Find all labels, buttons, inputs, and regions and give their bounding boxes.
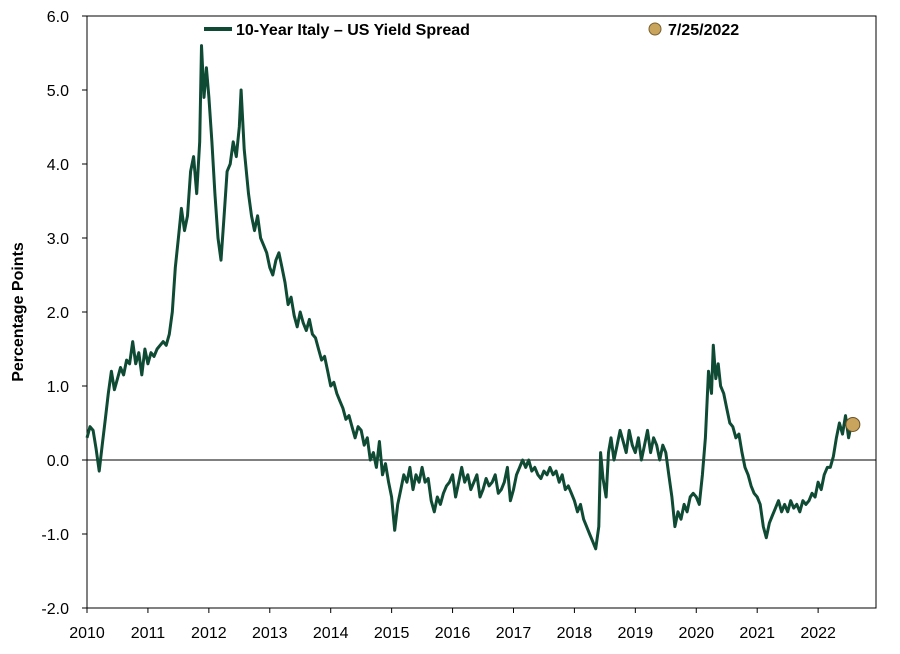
legend-series-label: 10-Year Italy – US Yield Spread [236, 22, 470, 39]
x-tick-label: 2016 [435, 625, 471, 642]
series-line [85, 44, 854, 551]
x-tick-label: 2020 [678, 625, 714, 642]
x-tick-label: 2019 [618, 625, 654, 642]
y-tick-label: 5.0 [47, 83, 69, 100]
y-tick-label: 0.0 [47, 453, 69, 470]
y-tick-label: 6.0 [47, 9, 69, 26]
highlight-point [845, 416, 861, 432]
x-tick-label: 2021 [739, 625, 775, 642]
x-tick-label: 2010 [69, 625, 105, 642]
legend: 10-Year Italy – US Yield Spread 7/25/202… [204, 22, 739, 39]
highlight-group [845, 416, 861, 432]
x-tick-label: 2017 [496, 625, 532, 642]
legend-highlight-label: 7/25/2022 [668, 22, 739, 39]
y-tick-label: 2.0 [47, 305, 69, 322]
x-tick-label: 2022 [800, 625, 836, 642]
x-tick-label: 2013 [252, 625, 288, 642]
y-axis-title: Percentage Points [10, 242, 27, 382]
y-tick-label: 1.0 [47, 379, 69, 396]
x-tick-label: 2015 [374, 625, 410, 642]
x-tick-label: 2018 [557, 625, 593, 642]
x-tick-label: 2014 [313, 625, 349, 642]
x-tick-label: 2012 [191, 625, 227, 642]
y-tick-label: -2.0 [41, 601, 69, 618]
y-tick-label: -1.0 [41, 527, 69, 544]
legend-highlight-marker [648, 22, 662, 36]
y-axis-ticks: 6.0 5.0 4.0 3.0 2.0 1.0 0.0 -1.0 -2.0 [41, 9, 87, 618]
x-tick-label: 2011 [131, 625, 166, 642]
y-tick-label: 3.0 [47, 231, 69, 248]
plot-frame [86, 15, 877, 609]
series-group [85, 44, 854, 551]
x-axis-ticks: 2010 2011 2012 2013 2014 2015 2016 2017 2018 2019… [69, 608, 836, 642]
y-tick-label: 4.0 [47, 157, 69, 174]
